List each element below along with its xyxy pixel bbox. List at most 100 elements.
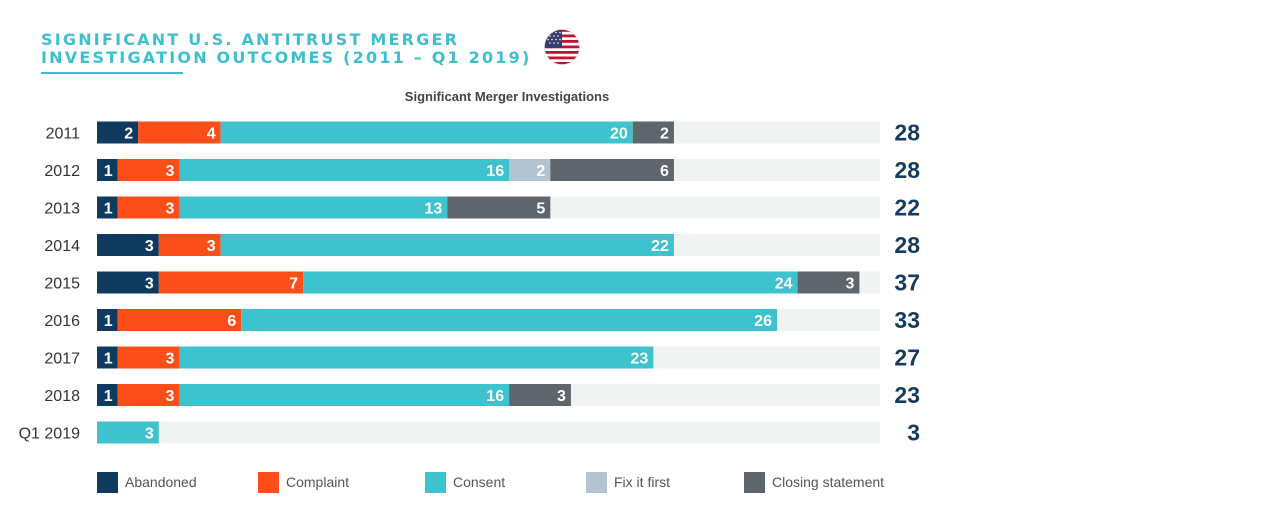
bar-row: 2017 1 3 23 27 [44,345,920,371]
segment-value-label: 1 [104,163,113,180]
bar-segment [179,159,510,181]
bar-segment [550,159,674,181]
segment-value-label: 24 [775,276,793,293]
segment-value-label: 3 [166,388,175,405]
legend-item: Consent [425,472,505,493]
legend-label: Closing statement [772,474,884,490]
page-title-line-2: INVESTIGATION OUTCOMES (2011 – Q1 2019) [41,48,532,67]
bar-segment [97,159,118,181]
segment-value-label: 7 [289,276,298,293]
bar-segment [117,346,180,369]
bar-row: 2014 3 3 22 28 [44,232,920,258]
bar-segment [97,196,118,219]
bar-segment [220,234,674,256]
bar-segment [138,121,221,144]
bar-segment [303,271,798,294]
segment-value-label: 3 [207,238,216,255]
segment-value-label: 3 [145,238,154,255]
bar-segment [97,346,118,369]
category-label: 2011 [46,126,81,143]
bar-segment [117,159,180,181]
category-label: 2014 [44,238,80,255]
page-title: SIGNIFICANT U.S. ANTITRUST MERGER INVEST… [41,31,531,67]
segment-value-label: 20 [610,126,628,143]
segment-value-label: 3 [845,276,854,293]
legend-swatch [97,472,118,493]
bar-track [97,421,880,444]
segment-value-label: 23 [631,351,649,368]
bar-segment [179,346,654,369]
total-value-label: 3 [907,420,920,446]
title-underline [41,72,183,74]
legend-item: Complaint [258,472,349,493]
bar-segment [447,196,551,219]
bar-segment [117,309,242,331]
category-label: 2017 [44,351,80,368]
total-value-label: 22 [894,195,920,221]
bar-segment [97,421,159,444]
bar-segment [117,196,180,219]
bar-segment [220,121,633,144]
segment-value-label: 22 [651,238,669,255]
segment-value-label: 3 [557,388,566,405]
category-label: 2013 [44,201,80,218]
legend-swatch [425,472,446,493]
total-value-label: 27 [894,345,920,371]
bar-row: 2013 1 3 13 5 22 [44,195,920,221]
segment-value-label: 16 [486,163,504,180]
category-label: Q1 2019 [19,426,80,443]
bar-segment [179,384,510,406]
legend-swatch [258,472,279,493]
segment-value-label: 3 [166,351,175,368]
legend-item: Abandoned [97,472,197,493]
segment-value-label: 1 [104,201,113,218]
segment-value-label: 1 [104,313,113,330]
bar-segment [97,309,118,331]
segment-value-label: 2 [660,126,669,143]
bar-segment [117,384,180,406]
bar-segment [158,271,304,294]
segment-value-label: 16 [486,388,504,405]
total-value-label: 23 [894,382,920,408]
segment-value-label: 3 [166,163,175,180]
bar-segment [158,234,221,256]
legend-item: Fix it first [586,472,670,493]
segment-value-label: 26 [754,313,772,330]
bar-segment [509,384,571,406]
us-flag-icon [544,29,580,65]
legend-label: Abandoned [125,474,197,490]
category-label: 2015 [44,276,80,293]
bar-segment [797,271,860,294]
segment-value-label: 2 [124,126,133,143]
bar-row: Q1 2019 3 3 [19,420,920,446]
bar-segment [97,384,118,406]
segment-value-label: 3 [166,201,175,218]
bar-segment [97,271,159,294]
bar-row: 2011 2 4 20 2 28 [46,120,921,146]
legend-label: Complaint [286,474,349,490]
bar-segment [241,309,777,331]
category-label: 2016 [44,313,80,330]
segment-value-label: 3 [145,276,154,293]
bar-segment [97,121,139,144]
legend-swatch [744,472,765,493]
segment-value-label: 6 [660,163,669,180]
bar-segment [97,234,159,256]
page-title-line-1: SIGNIFICANT U.S. ANTITRUST MERGER [41,30,460,49]
legend-label: Consent [453,474,505,490]
total-value-label: 33 [894,307,920,333]
legend-swatch [586,472,607,493]
chart-title: Significant Merger Investigations [405,89,609,104]
legend-item: Closing statement [744,472,884,493]
bar-row: 2015 3 7 24 3 37 [44,270,920,296]
total-value-label: 37 [894,270,920,296]
segment-value-label: 1 [104,351,113,368]
total-value-label: 28 [894,232,920,258]
segment-value-label: 2 [536,163,545,180]
segment-value-label: 13 [424,201,442,218]
category-label: 2018 [44,388,80,405]
segment-value-label: 4 [207,126,216,143]
category-label: 2012 [44,163,80,180]
